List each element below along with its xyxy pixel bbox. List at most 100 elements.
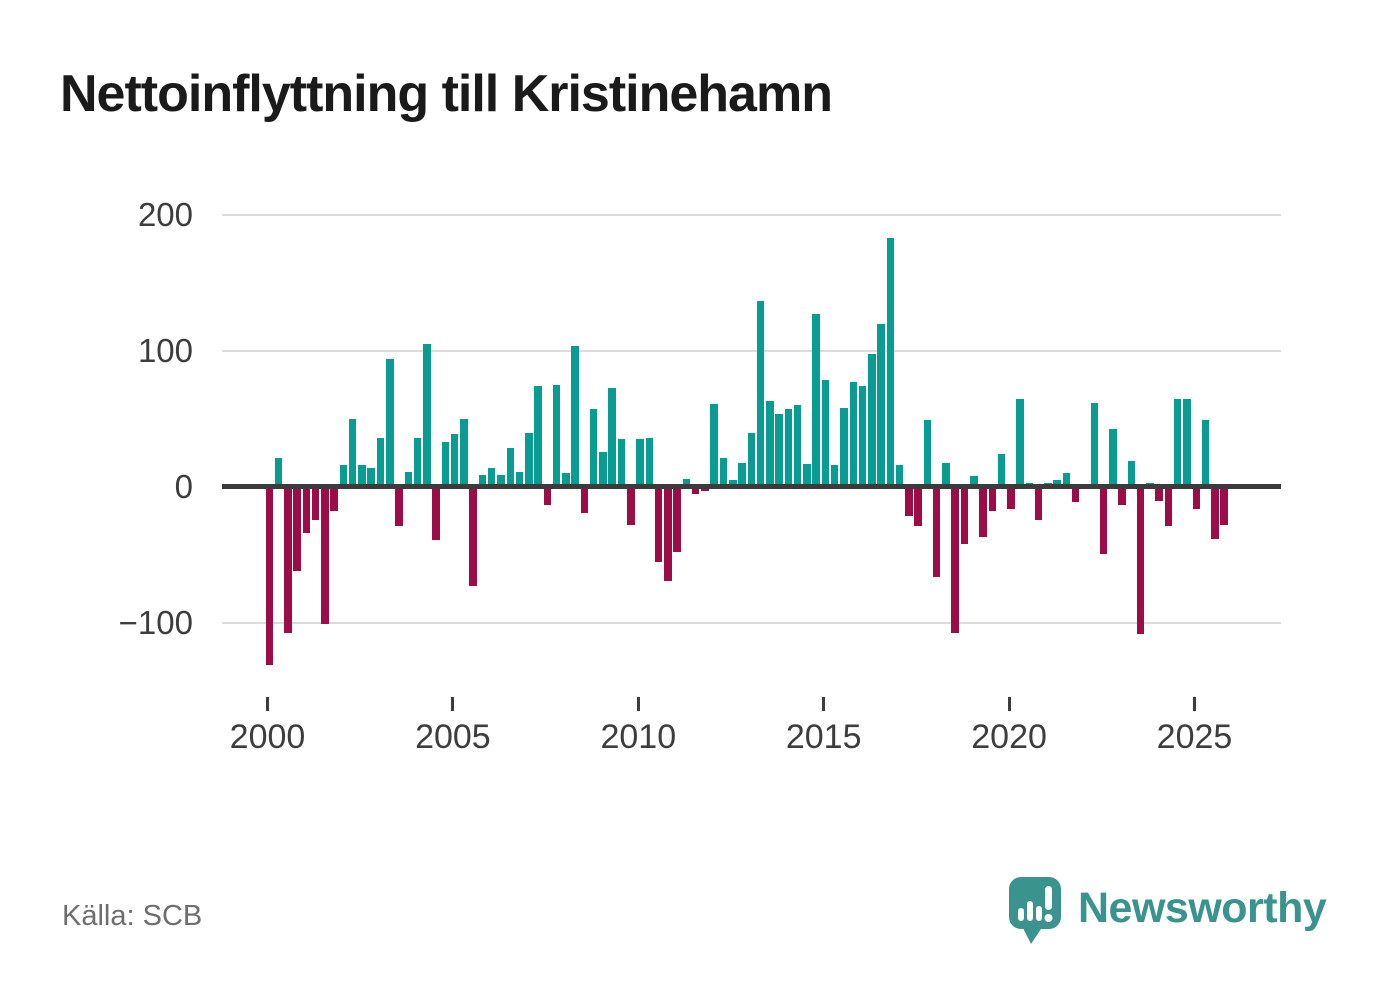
- bar-2023-Q3: [1136, 487, 1145, 634]
- x-axis-tick-2000: [266, 697, 269, 711]
- bar-2004-Q3: [432, 487, 440, 541]
- bar-2012-Q2: [719, 458, 728, 487]
- bar-2022-Q3: [1099, 487, 1108, 554]
- bar-2003-Q2: [386, 359, 394, 487]
- newsworthy-logo: Newsworthy: [1008, 876, 1327, 946]
- bar-2017-Q3: [914, 487, 922, 527]
- x-axis-label-2025: 2025: [1156, 718, 1233, 756]
- bar-2005-Q4: [478, 474, 487, 487]
- bar-2025-Q2: [1201, 420, 1210, 487]
- bar-2001-Q3: [321, 487, 329, 625]
- bar-2014-Q3: [803, 463, 811, 487]
- bar-2007-Q1: [525, 432, 533, 487]
- bar-2016-Q4: [886, 238, 895, 487]
- bar-2004-Q1: [413, 438, 422, 487]
- bar-2000-Q1: [265, 487, 273, 666]
- newsworthy-wordmark: Newsworthy: [1078, 884, 1327, 932]
- bar-2008-Q3: [580, 487, 589, 513]
- bar-2010-Q3: [654, 487, 663, 562]
- bar-2009-Q4: [627, 487, 635, 526]
- bar-2011-Q3: [691, 487, 700, 494]
- bar-2025-Q1: [1192, 487, 1200, 509]
- bar-2006-Q4: [515, 472, 524, 487]
- bar-2024-Q2: [1164, 487, 1173, 527]
- bar-2006-Q2: [497, 474, 505, 487]
- x-axis-label-2005: 2005: [415, 718, 491, 756]
- bar-2021-Q4: [1071, 487, 1080, 502]
- bar-2014-Q2: [793, 405, 802, 487]
- bar-2008-Q2: [571, 345, 579, 487]
- bar-2005-Q1: [450, 433, 459, 487]
- bar-2009-Q1: [599, 451, 607, 487]
- bar-2010-Q4: [664, 487, 672, 581]
- bar-2016-Q3: [877, 323, 885, 487]
- bar-2017-Q1: [895, 465, 904, 487]
- bar-2004-Q2: [423, 344, 431, 487]
- bar-2018-Q2: [942, 462, 950, 487]
- x-axis-tick-2005: [451, 697, 455, 711]
- gridline-y-100: [222, 350, 1281, 352]
- bar-2024-Q1: [1155, 487, 1163, 501]
- x-axis-label-2000: 2000: [229, 718, 306, 756]
- bar-2011-Q4: [701, 487, 709, 492]
- bar-2013-Q3: [766, 401, 774, 487]
- bar-2003-Q1: [376, 438, 385, 487]
- bar-2022-Q2: [1090, 402, 1099, 487]
- bar-2009-Q3: [617, 439, 626, 487]
- bar-2003-Q3: [395, 487, 403, 527]
- x-axis-tick-2020: [1007, 697, 1011, 711]
- x-axis-label-2020: 2020: [971, 718, 1047, 756]
- bar-2010-Q1: [636, 439, 644, 487]
- bar-2012-Q1: [710, 404, 718, 487]
- y-axis-label-0: 0: [174, 468, 193, 505]
- bar-2017-Q4: [923, 420, 932, 487]
- x-axis-tick-2010: [636, 697, 640, 711]
- bar-2024-Q4: [1183, 398, 1191, 487]
- bar-2018-Q4: [960, 487, 969, 545]
- bar-2008-Q4: [589, 409, 598, 487]
- bar-2013-Q1: [747, 432, 756, 487]
- bar-2020-Q2: [1016, 398, 1024, 487]
- bar-2010-Q2: [645, 438, 654, 487]
- bar-2019-Q1: [970, 476, 978, 487]
- bar-2019-Q3: [988, 487, 997, 512]
- source-label: Källa: SCB: [62, 900, 203, 932]
- bar-2012-Q3: [729, 480, 737, 487]
- x-axis-label-2015: 2015: [785, 718, 862, 756]
- bar-2014-Q4: [812, 314, 820, 487]
- newsworthy-bubble-icon: [1009, 877, 1061, 944]
- bar-2023-Q1: [1118, 487, 1126, 505]
- bar-2005-Q2: [460, 419, 468, 487]
- x-axis-zero-line: [222, 484, 1281, 489]
- bar-2002-Q2: [348, 419, 357, 487]
- bar-2002-Q1: [339, 465, 348, 487]
- bar-2007-Q3: [543, 487, 552, 505]
- bar-2001-Q1: [302, 487, 311, 534]
- bar-2021-Q2: [1053, 480, 1061, 487]
- x-axis-tick-2025: [1193, 697, 1196, 711]
- gridline-y-200: [222, 214, 1281, 216]
- bar-2006-Q1: [487, 467, 496, 487]
- bar-2019-Q4: [997, 454, 1006, 487]
- y-axis-label-200: 200: [137, 196, 193, 233]
- bar-2004-Q4: [441, 442, 450, 487]
- bar-2007-Q2: [534, 386, 542, 487]
- bar-2015-Q2: [830, 465, 839, 487]
- bar-2013-Q4: [775, 413, 783, 487]
- bar-2018-Q1: [932, 487, 941, 577]
- y-axis-label-100: 100: [137, 332, 193, 369]
- bar-2018-Q3: [951, 487, 959, 633]
- bar-2020-Q1: [1007, 487, 1015, 509]
- bar-2007-Q4: [552, 385, 561, 487]
- bar-2015-Q3: [840, 408, 848, 487]
- bar-2009-Q2: [608, 387, 616, 487]
- x-axis-tick-2015: [822, 697, 826, 711]
- bar-2000-Q4: [293, 487, 301, 572]
- bar-2008-Q1: [562, 473, 570, 487]
- bar-2011-Q1: [673, 487, 681, 553]
- bar-2001-Q2: [311, 487, 320, 520]
- x-axis-label-2010: 2010: [600, 718, 677, 756]
- bar-2002-Q4: [367, 467, 375, 487]
- bar-2017-Q2: [905, 487, 913, 516]
